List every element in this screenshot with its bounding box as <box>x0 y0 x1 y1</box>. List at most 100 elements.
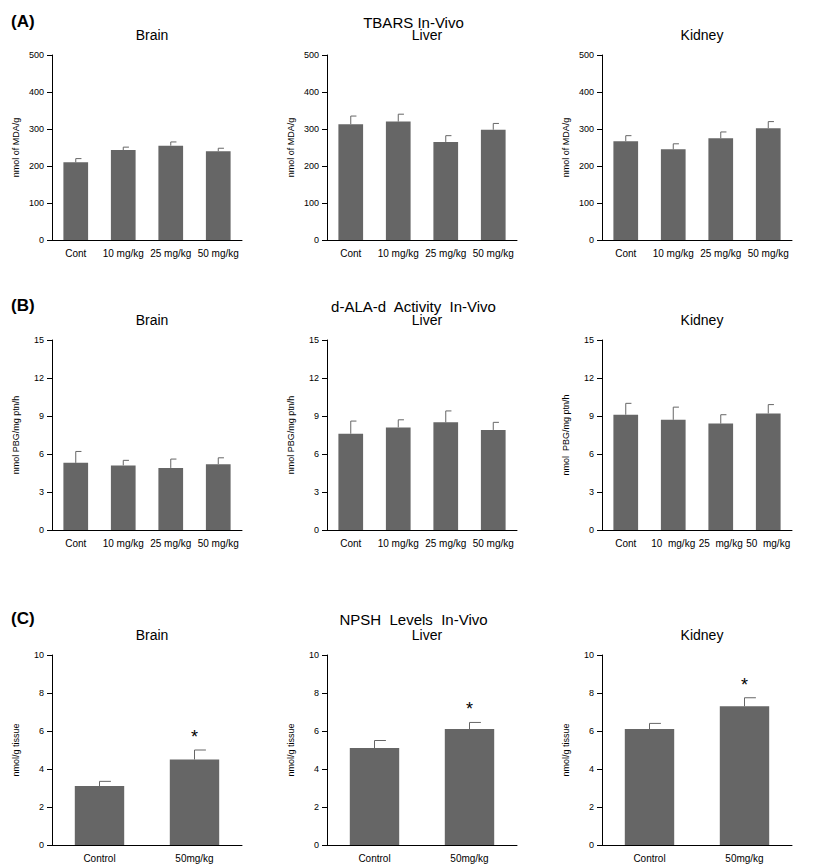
svg-text:6: 6 <box>39 726 44 736</box>
svg-text:6: 6 <box>39 449 44 459</box>
svg-text:100: 100 <box>304 198 319 208</box>
svg-text:0: 0 <box>589 840 594 850</box>
svg-text:8: 8 <box>589 688 594 698</box>
svg-text:9: 9 <box>314 411 319 421</box>
svg-text:10 mg/kg: 10 mg/kg <box>103 538 144 549</box>
svg-text:nmol/g tissue: nmol/g tissue <box>286 723 296 776</box>
svg-text:10: 10 <box>309 650 319 660</box>
svg-text:10 mg/kg: 10 mg/kg <box>378 248 419 259</box>
svg-text:Brain: Brain <box>136 27 169 43</box>
svg-text:10 mg/kg: 10 mg/kg <box>651 538 695 549</box>
svg-text:(A): (A) <box>11 12 35 31</box>
svg-text:500: 500 <box>304 50 319 60</box>
svg-text:12: 12 <box>34 373 44 383</box>
svg-text:15: 15 <box>309 335 319 345</box>
svg-text:Control: Control <box>633 853 665 864</box>
svg-text:15: 15 <box>584 335 594 345</box>
svg-text:4: 4 <box>589 764 594 774</box>
svg-text:*: * <box>191 727 198 747</box>
svg-text:2: 2 <box>39 802 44 812</box>
svg-text:200: 200 <box>579 161 594 171</box>
svg-text:3: 3 <box>39 487 44 497</box>
svg-text:6: 6 <box>589 449 594 459</box>
svg-text:9: 9 <box>589 411 594 421</box>
svg-text:12: 12 <box>584 373 594 383</box>
svg-text:Cont: Cont <box>65 248 86 259</box>
svg-text:0: 0 <box>314 235 319 245</box>
svg-text:50 mg/kg: 50 mg/kg <box>746 538 790 549</box>
svg-text:400: 400 <box>29 87 44 97</box>
svg-text:2: 2 <box>314 802 319 812</box>
svg-text:50 mg/kg: 50 mg/kg <box>198 538 239 549</box>
svg-text:Control: Control <box>358 853 390 864</box>
svg-text:(C): (C) <box>11 609 35 628</box>
svg-text:3: 3 <box>314 487 319 497</box>
svg-text:*: * <box>466 699 473 719</box>
svg-text:4: 4 <box>314 764 319 774</box>
svg-text:10: 10 <box>584 650 594 660</box>
svg-text:6: 6 <box>314 449 319 459</box>
svg-text:Liver: Liver <box>412 312 443 328</box>
svg-text:8: 8 <box>314 688 319 698</box>
svg-text:8: 8 <box>39 688 44 698</box>
svg-text:nmol PBG/mg ptn/h: nmol PBG/mg ptn/h <box>286 396 296 475</box>
svg-text:50 mg/kg: 50 mg/kg <box>473 538 514 549</box>
svg-text:0: 0 <box>589 235 594 245</box>
svg-text:nmol PBG/mg ptn/h: nmol PBG/mg ptn/h <box>561 394 571 475</box>
svg-text:*: * <box>741 675 748 695</box>
svg-text:Kidney: Kidney <box>681 312 724 328</box>
svg-text:300: 300 <box>304 124 319 134</box>
svg-text:50 mg/kg: 50 mg/kg <box>198 248 239 259</box>
svg-text:nmol/g tissue: nmol/g tissue <box>11 723 21 776</box>
svg-text:15: 15 <box>34 335 44 345</box>
svg-text:10 mg/kg: 10 mg/kg <box>378 538 419 549</box>
svg-text:0: 0 <box>39 840 44 850</box>
svg-text:4: 4 <box>39 764 44 774</box>
svg-text:300: 300 <box>29 124 44 134</box>
svg-text:nmol PBG/mg ptn/h: nmol PBG/mg ptn/h <box>11 396 21 475</box>
svg-text:9: 9 <box>39 411 44 421</box>
svg-text:0: 0 <box>39 235 44 245</box>
svg-text:Cont: Cont <box>615 538 636 549</box>
svg-text:50mg/kg: 50mg/kg <box>175 853 213 864</box>
svg-text:2: 2 <box>589 802 594 812</box>
svg-text:10: 10 <box>34 650 44 660</box>
svg-text:200: 200 <box>29 161 44 171</box>
svg-text:300: 300 <box>579 124 594 134</box>
svg-text:Kidney: Kidney <box>681 27 724 43</box>
svg-text:nmol of MDA/g: nmol of MDA/g <box>286 118 296 178</box>
svg-text:6: 6 <box>589 726 594 736</box>
svg-text:100: 100 <box>579 198 594 208</box>
svg-text:200: 200 <box>304 161 319 171</box>
svg-text:50mg/kg: 50mg/kg <box>725 853 763 864</box>
svg-text:50mg/kg: 50mg/kg <box>450 853 488 864</box>
svg-text:Kidney: Kidney <box>681 627 724 643</box>
svg-text:Control: Control <box>83 853 115 864</box>
svg-text:25 mg/kg: 25 mg/kg <box>425 248 466 259</box>
svg-text:nmol of MDA/g: nmol of MDA/g <box>11 118 21 178</box>
svg-text:500: 500 <box>579 50 594 60</box>
svg-text:10 mg/kg: 10 mg/kg <box>653 248 694 259</box>
svg-text:10 mg/kg: 10 mg/kg <box>103 248 144 259</box>
svg-text:400: 400 <box>579 87 594 97</box>
svg-text:Liver: Liver <box>412 27 443 43</box>
svg-text:(B): (B) <box>11 296 35 315</box>
svg-text:400: 400 <box>304 87 319 97</box>
svg-text:0: 0 <box>39 525 44 535</box>
svg-text:25 mg/kg: 25 mg/kg <box>700 248 741 259</box>
svg-text:25 mg/kg: 25 mg/kg <box>699 538 743 549</box>
svg-text:Cont: Cont <box>340 538 361 549</box>
svg-text:Cont: Cont <box>615 248 636 259</box>
svg-text:NPSH Levels In-Vivo: NPSH Levels In-Vivo <box>339 611 487 628</box>
svg-text:nmol of MDA/g: nmol of MDA/g <box>561 118 571 178</box>
svg-text:Liver: Liver <box>412 627 443 643</box>
svg-text:25 mg/kg: 25 mg/kg <box>150 538 191 549</box>
svg-text:Cont: Cont <box>340 248 361 259</box>
svg-text:0: 0 <box>314 840 319 850</box>
svg-text:50 mg/kg: 50 mg/kg <box>748 248 789 259</box>
svg-text:Cont: Cont <box>65 538 86 549</box>
svg-text:100: 100 <box>29 198 44 208</box>
svg-text:500: 500 <box>29 50 44 60</box>
svg-text:0: 0 <box>314 525 319 535</box>
svg-text:25 mg/kg: 25 mg/kg <box>150 248 191 259</box>
